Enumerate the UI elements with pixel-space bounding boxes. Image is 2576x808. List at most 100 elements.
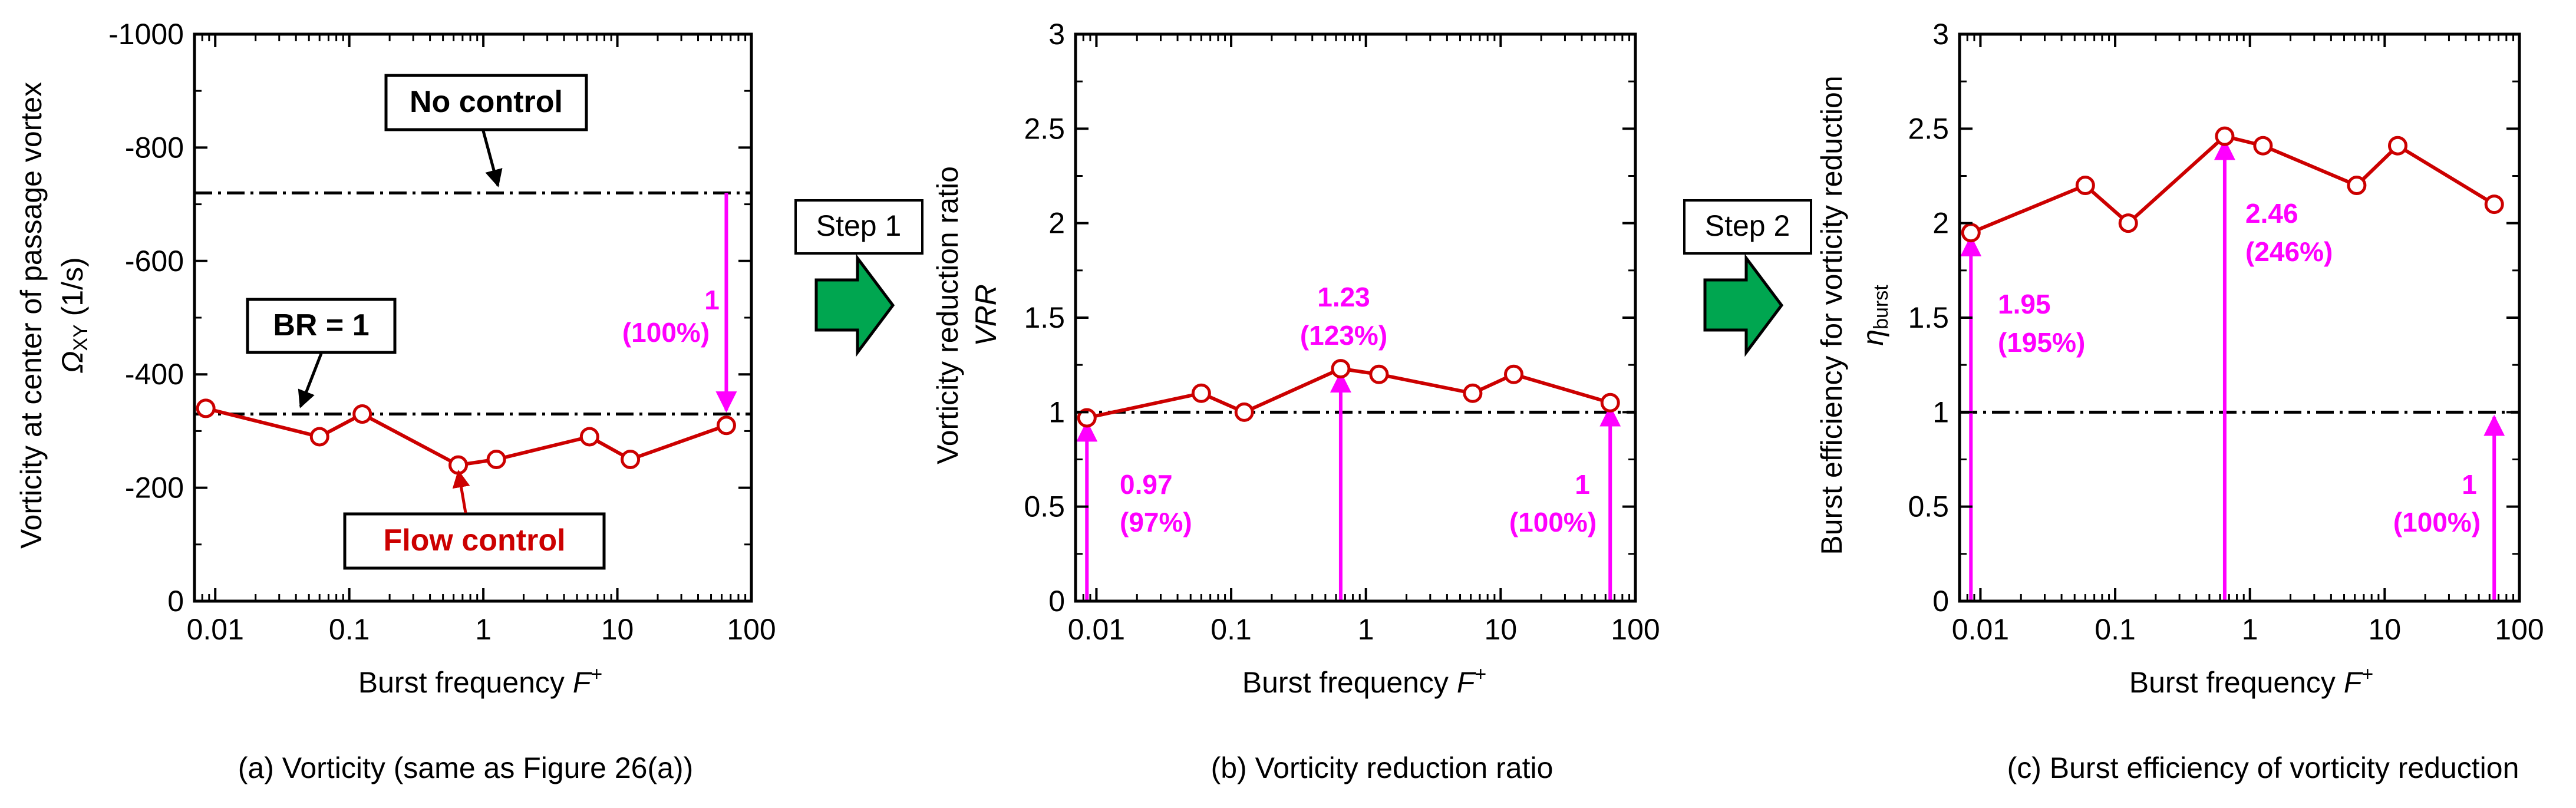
annotation-3-percent: (100%) [1509,507,1597,537]
series-line [205,407,727,467]
data-point [1961,223,1981,243]
x-tick-label: 0.1 [2095,613,2136,646]
y-axis-symbol: Ω [56,351,89,374]
x-tick-label: 100 [1611,613,1660,646]
data-point [2253,136,2273,156]
data-point [1234,402,1254,422]
data-point [2484,194,2504,215]
y-tick-label: 1 [1048,395,1065,428]
step1-box [794,199,923,255]
panel-vrr: 0.01 0.1 1 10 100 0 0.5 1 1.5 2 2.5 3 Vorticity red… [931,18,1660,784]
x-tick-label: 0.1 [329,613,370,646]
y-tick-label: 3 [1048,18,1065,51]
data-point [621,450,641,469]
br1-pointer [298,353,323,408]
x-tick-label: 1 [475,613,492,646]
data-point [2118,213,2138,233]
panel-vorticity: 0.01 0.1 1 10 100 0 -200 -400 -600 -800 -1000 Vort… [15,18,776,784]
data-point [448,455,469,475]
y-axis-label-line1: Burst efficiency for vorticity reduction [1815,75,1848,555]
data-point [2388,136,2408,156]
panel-caption: (b) Vorticity reduction ratio [1211,751,1553,784]
y-axis-subscript: XY [70,324,92,351]
y-tick-label: 0.5 [1908,490,1949,523]
y-tick-label: -200 [125,471,184,504]
step1-label: Step 1 [816,209,902,242]
annotation-3-value: 1 [2462,469,2477,500]
panel-caption: (c) Burst efficiency of vorticity reduct… [2007,751,2519,784]
x-tick-label: 0.1 [1211,613,1252,646]
flow-control-box [343,512,606,570]
y-axis-label-line1: Vorticity reduction ratio [931,166,964,464]
data-point [1600,393,1620,413]
panel-burst-efficiency: 0.01 0.1 1 10 100 0 0.5 1 1.5 2 2.5 3 Burst efficie… [1815,18,2544,784]
annotation-2-value: 1.23 [1317,282,1370,312]
data-point [716,415,736,436]
step1-arrow-icon [814,253,895,357]
x-axis-label: Burst frequency F+ [1242,663,1486,699]
x-tick-label: 10 [1485,613,1518,646]
annotation-percent: (100%) [622,317,710,348]
br1-label: BR = 1 [273,308,369,342]
annotation-2-value: 2.46 [2245,198,2298,229]
y-tick-label: 0 [1932,585,1949,618]
data-point [579,427,599,447]
data-point [2215,126,2235,146]
x-tick-label: 100 [2495,613,2544,646]
y-tick-label: 2.5 [1908,112,1949,145]
data-point [1191,383,1211,403]
x-tick-label: 0.01 [1952,613,2009,646]
y-tick-label: 1.5 [1908,301,1949,334]
x-tick-label: 0.01 [1068,613,1125,646]
y-tick-label: 2 [1932,207,1949,240]
step1-indicator: Step 1 [794,199,923,357]
x-tick-label: 10 [601,613,634,646]
y-axis-label-line2: VRR [969,284,1002,347]
annotation-3-percent: (100%) [2393,507,2481,537]
y-tick-label: 2 [1048,207,1065,240]
step2-label: Step 2 [1705,209,1790,242]
y-axis-label-line1: Vorticity at center of passage vortex [15,82,48,549]
step2-indicator: Step 2 [1683,199,1812,357]
data-point [352,404,372,424]
flow-control-label: Flow control [383,523,565,558]
data-point [196,398,216,418]
y-axis-unit: (1/s) [56,257,89,324]
no-control-box [384,74,588,131]
y-tick-label: -400 [125,358,184,391]
annotation-value: 1 [704,285,720,315]
no-control-pointer [481,130,503,187]
data-point [486,450,506,469]
y-axis-symbol: η [1856,329,1889,346]
y-tick-label: -800 [125,131,184,164]
annotation-3-value: 1 [1575,469,1590,500]
annotation-2-percent: (246%) [2245,236,2333,267]
y-axis-label-line2: ηburst [1856,285,1892,346]
annotation-1-value: 1.95 [1998,289,2051,319]
y-tick-label: 3 [1932,18,1949,51]
x-tick-label: 0.01 [187,613,244,646]
no-control-label: No control [410,85,563,119]
x-tick-label: 10 [2369,613,2402,646]
annotation-1-percent: (97%) [1120,507,1192,537]
data-point [1504,364,1524,384]
y-tick-label: 0 [167,585,184,618]
data-point [1331,359,1351,379]
br1-box [246,298,397,354]
series-line [1970,134,2495,235]
data-point [1463,383,1483,403]
flow-control-pointer [452,470,470,513]
annotation-1-value: 0.97 [1120,469,1173,500]
y-tick-label: 0.5 [1024,490,1065,523]
series-line [1086,367,1611,420]
y-axis-label-line2: ΩXY (1/s) [56,257,92,373]
data-point [2075,176,2095,196]
y-tick-label: 0 [1048,585,1065,618]
x-tick-label: 1 [1358,613,1374,646]
annotation-1-percent: (195%) [1998,327,2085,358]
step2-arrow-icon [1703,253,1784,357]
y-tick-label: 2.5 [1024,112,1065,145]
y-tick-label: 1 [1932,395,1949,428]
step2-box [1683,199,1812,255]
